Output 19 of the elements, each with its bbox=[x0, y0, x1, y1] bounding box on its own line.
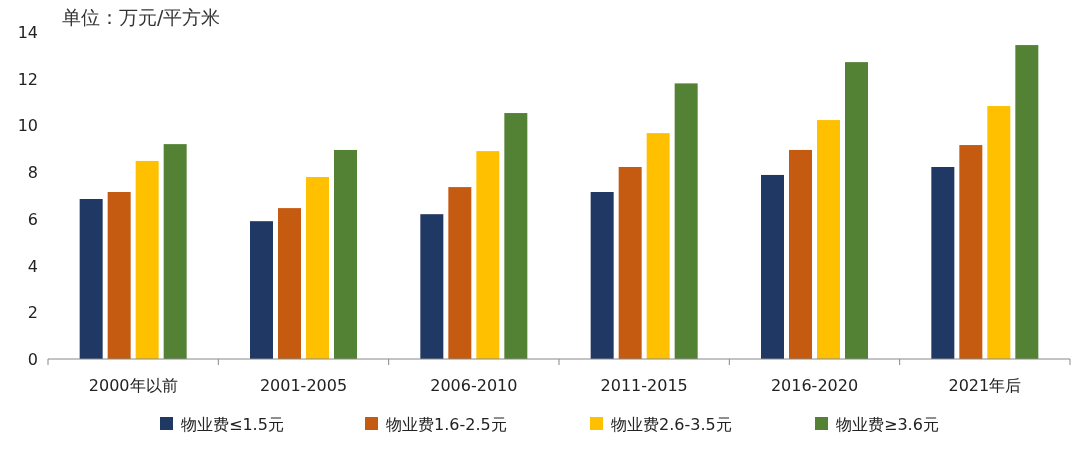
x-tick-label: 2001-2005 bbox=[259, 376, 348, 395]
legend-label: 物业费2.6-3.5元 bbox=[611, 415, 732, 434]
y-tick-label: 10 bbox=[17, 116, 38, 136]
legend-label: 物业费≤1.5元 bbox=[181, 415, 284, 434]
x-tick-label: 2000年以前 bbox=[88, 376, 178, 395]
x-tick-label: 2016-2020 bbox=[770, 376, 859, 395]
x-tick-label: 2021年后 bbox=[948, 376, 1022, 395]
x-tick-label: 2006-2010 bbox=[430, 376, 518, 395]
y-tick-label: 14 bbox=[17, 23, 38, 42]
legend-label: 物业费1.6-2.5元 bbox=[386, 415, 507, 434]
y-tick-label: 4 bbox=[27, 256, 38, 276]
y-tick-label: 6 bbox=[27, 209, 38, 229]
y-tick-label: 12 bbox=[17, 69, 38, 89]
x-tick-label: 2011-2015 bbox=[600, 376, 688, 395]
y-tick-label: 2 bbox=[27, 303, 38, 323]
y-tick-label: 8 bbox=[27, 163, 38, 183]
legend-label: 物业费≥3.6元 bbox=[836, 415, 939, 434]
chart-title: 单位：万元/平方米 bbox=[62, 6, 221, 28]
y-tick-label: 0 bbox=[27, 350, 38, 369]
